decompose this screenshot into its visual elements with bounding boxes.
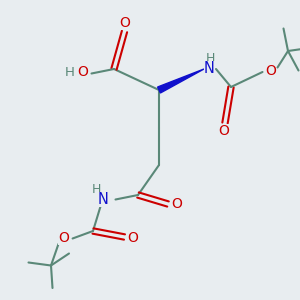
Text: O: O bbox=[58, 231, 69, 245]
Text: O: O bbox=[266, 64, 276, 77]
Text: O: O bbox=[128, 231, 138, 244]
Text: O: O bbox=[171, 197, 182, 211]
Text: H: H bbox=[65, 65, 74, 79]
Text: N: N bbox=[204, 61, 215, 76]
Text: O: O bbox=[77, 65, 88, 79]
Text: N: N bbox=[98, 192, 109, 207]
Text: O: O bbox=[218, 124, 229, 138]
Text: H: H bbox=[92, 183, 101, 196]
Text: O: O bbox=[119, 16, 130, 30]
Polygon shape bbox=[158, 69, 204, 93]
Text: H: H bbox=[206, 52, 215, 65]
